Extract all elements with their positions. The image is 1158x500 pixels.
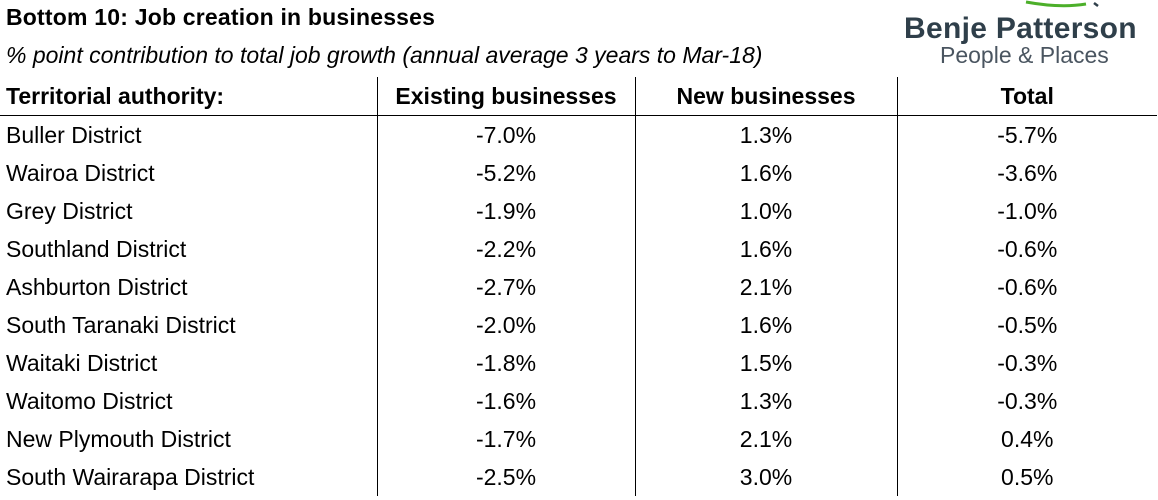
header-existing-businesses: Existing businesses <box>376 77 635 116</box>
cell-total: 0.4% <box>896 420 1157 458</box>
logo-name: Benje Patterson <box>904 12 1137 45</box>
cell-authority: Ashburton District <box>6 273 188 300</box>
cell-authority: Wairoa District <box>6 159 155 186</box>
cell-new: 1.3% <box>634 115 897 154</box>
cell-existing: -2.0% <box>376 306 635 344</box>
table-row: New Plymouth District -1.7% 2.1% 0.4% <box>0 420 1157 458</box>
cell-total: -0.6% <box>896 268 1157 306</box>
cell-new: 1.5% <box>634 344 897 382</box>
cell-total: -0.3% <box>896 382 1157 420</box>
cell-existing: -2.7% <box>376 268 635 306</box>
table-row: South Taranaki District -2.0% 1.6% -0.5% <box>0 306 1157 344</box>
cell-authority: South Taranaki District <box>6 311 236 338</box>
cell-total: -0.5% <box>896 306 1157 344</box>
logo-arc-icon <box>1025 0 1099 8</box>
page-subtitle: % point contribution to total job growth… <box>6 42 763 68</box>
cell-authority: Grey District <box>6 197 133 224</box>
brand-logo: Benje Patterson People & Places <box>898 0 1156 72</box>
logo-tagline: People & Places <box>940 42 1109 68</box>
header-total: Total <box>896 77 1157 116</box>
cell-new: 1.3% <box>634 382 897 420</box>
cell-existing: -7.0% <box>376 115 635 154</box>
cell-new: 1.6% <box>634 230 897 268</box>
cell-authority: New Plymouth District <box>6 425 231 452</box>
job-creation-table: Territorial authority: Existing business… <box>0 77 1157 496</box>
cell-total: -3.6% <box>896 154 1157 192</box>
cell-existing: -1.8% <box>376 344 635 382</box>
cell-new: 3.0% <box>634 458 897 496</box>
cell-total: -5.7% <box>896 115 1157 154</box>
table-row: Ashburton District -2.7% 2.1% -0.6% <box>0 268 1157 306</box>
table-row: South Wairarapa District -2.5% 3.0% 0.5% <box>0 458 1157 496</box>
table-row: Buller District -7.0% 1.3% -5.7% <box>0 115 1157 154</box>
cell-existing: -1.9% <box>376 192 635 230</box>
header-new-businesses: New businesses <box>634 77 897 116</box>
table-row: Waitomo District -1.6% 1.3% -0.3% <box>0 382 1157 420</box>
cell-total: 0.5% <box>896 458 1157 496</box>
cell-existing: -1.6% <box>376 382 635 420</box>
table-row: Waitaki District -1.8% 1.5% -0.3% <box>0 344 1157 382</box>
cell-new: 1.6% <box>634 154 897 192</box>
cell-existing: -5.2% <box>376 154 635 192</box>
header-territorial-authority: Territorial authority: <box>0 77 377 116</box>
cell-authority: Waitomo District <box>6 387 173 414</box>
cell-total: -0.3% <box>896 344 1157 382</box>
cell-new: 1.0% <box>634 192 897 230</box>
cell-authority: South Wairarapa District <box>6 463 255 490</box>
table-row: Southland District -2.2% 1.6% -0.6% <box>0 230 1157 268</box>
cell-authority: Southland District <box>6 235 187 262</box>
table-row: Grey District -1.9% 1.0% -1.0% <box>0 192 1157 230</box>
cell-existing: -2.5% <box>376 458 635 496</box>
cell-new: 2.1% <box>634 268 897 306</box>
table-header-row: Territorial authority: Existing business… <box>0 77 1157 116</box>
cell-existing: -1.7% <box>376 420 635 458</box>
cell-existing: -2.2% <box>376 230 635 268</box>
cell-authority: Buller District <box>6 121 142 148</box>
table-row: Wairoa District -5.2% 1.6% -3.6% <box>0 154 1157 192</box>
cell-total: -0.6% <box>896 230 1157 268</box>
page-title: Bottom 10: Job creation in businesses <box>6 4 436 30</box>
cell-total: -1.0% <box>896 192 1157 230</box>
cell-new: 1.6% <box>634 306 897 344</box>
cell-authority: Waitaki District <box>6 349 158 376</box>
cell-new: 2.1% <box>634 420 897 458</box>
